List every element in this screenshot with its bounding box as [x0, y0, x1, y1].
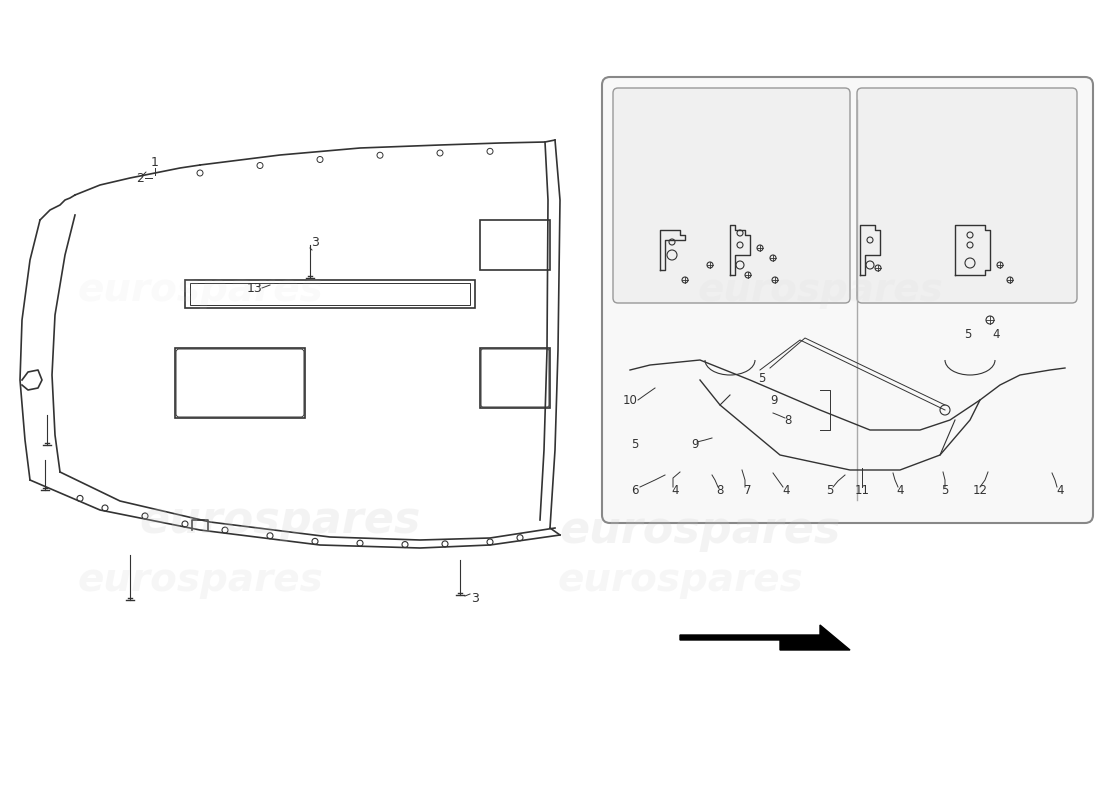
Bar	[185, 280, 475, 308]
Text: 8: 8	[784, 414, 792, 426]
FancyBboxPatch shape	[857, 88, 1077, 303]
Text: eurospares: eurospares	[140, 498, 420, 542]
Text: 3: 3	[471, 591, 478, 605]
Polygon shape	[680, 625, 850, 650]
Text: eurospares: eurospares	[697, 271, 943, 309]
Text: 4: 4	[992, 329, 1000, 342]
Text: 5: 5	[942, 483, 948, 497]
Text: eurospares: eurospares	[77, 561, 323, 599]
Text: 5: 5	[631, 438, 639, 451]
Text: 5: 5	[965, 329, 971, 342]
Text: 2: 2	[136, 171, 144, 185]
Text: 4: 4	[1056, 483, 1064, 497]
FancyBboxPatch shape	[602, 77, 1093, 523]
FancyBboxPatch shape	[613, 88, 850, 303]
Text: 4: 4	[671, 483, 679, 497]
Bar	[480, 220, 550, 270]
Text: eurospares: eurospares	[557, 561, 803, 599]
Text: eurospares: eurospares	[559, 509, 840, 551]
Bar	[175, 348, 305, 418]
Text: 1: 1	[151, 157, 158, 170]
Text: 10: 10	[623, 394, 637, 406]
Text: 4: 4	[896, 483, 904, 497]
Text: 9: 9	[691, 438, 698, 451]
Text: eurospares: eurospares	[77, 271, 323, 309]
Text: 5: 5	[826, 483, 834, 497]
Text: 7: 7	[745, 483, 751, 497]
Text: 11: 11	[855, 483, 869, 497]
Text: 5: 5	[758, 371, 766, 385]
Bar	[480, 348, 550, 408]
Text: 12: 12	[972, 483, 988, 497]
Text: 9: 9	[770, 394, 778, 406]
Text: 6: 6	[631, 483, 639, 497]
Bar	[190, 283, 470, 305]
Text: 8: 8	[716, 483, 724, 497]
Text: 3: 3	[311, 237, 319, 250]
Text: 13: 13	[248, 282, 263, 294]
Text: 4: 4	[782, 483, 790, 497]
